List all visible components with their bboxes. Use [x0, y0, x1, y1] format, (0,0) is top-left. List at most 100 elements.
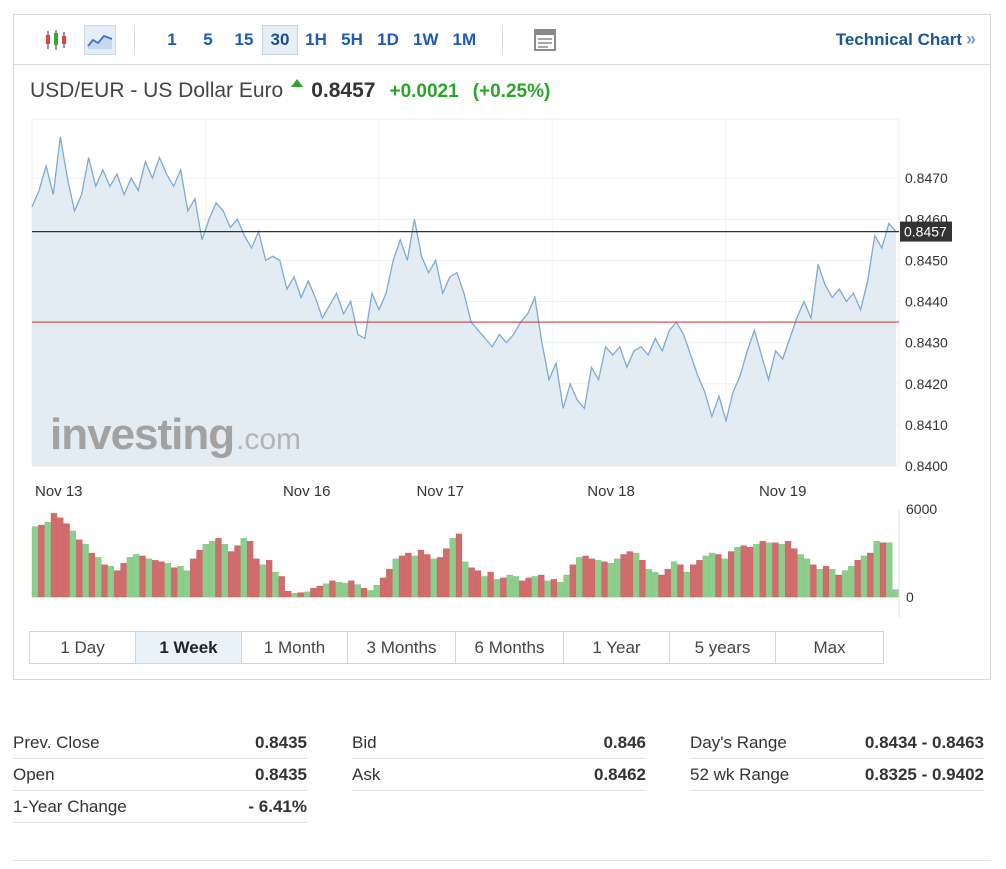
volume-bar [531, 576, 539, 598]
volume-bar [50, 513, 58, 598]
volume-bar [746, 546, 754, 598]
interval-1w[interactable]: 1W [413, 30, 439, 49]
volume-bar [360, 588, 368, 598]
volume-bar [784, 541, 792, 598]
volume-tick-label: 6000 [906, 501, 937, 517]
volume-bar [449, 538, 456, 598]
volume-bar [829, 568, 836, 598]
volume-bar [538, 574, 545, 598]
range-1-month[interactable]: 1 Month [242, 632, 348, 663]
y-tick-label: 0.8450 [905, 252, 948, 268]
volume-bar [588, 558, 595, 598]
volume-bar [101, 564, 108, 598]
volume-bar [500, 577, 507, 598]
volume-bar [633, 552, 640, 598]
range-3-months[interactable]: 3 Months [348, 632, 456, 663]
stat-label: Open [13, 764, 55, 784]
interval-30[interactable]: 30 [262, 25, 298, 55]
volume-bar [708, 552, 716, 598]
chart-toolbar: 1 5 15 30 1H 5H 1D 1W 1M Technical Chart» [14, 15, 990, 65]
volume-bar [88, 552, 96, 598]
volume-bar [879, 542, 887, 598]
volume-bar [481, 576, 488, 598]
volume-bar [645, 568, 652, 598]
volume-bar [303, 591, 311, 598]
stat-row: Open 0.8435 [13, 759, 307, 791]
last-price: 0.8457 [311, 79, 376, 102]
volume-bar [247, 541, 254, 598]
volume-bar [474, 570, 482, 598]
stat-value: 0.8434 - 0.8463 [864, 732, 984, 752]
stats-column-2: Bid 0.846 Ask 0.8462 [352, 727, 646, 791]
volume-bar [512, 576, 520, 598]
interval-15[interactable]: 15 [234, 30, 254, 49]
volume-bar [671, 561, 678, 598]
volume-bar [133, 554, 140, 598]
stat-value: - 6.41% [248, 796, 307, 816]
up-arrow-icon [291, 79, 304, 87]
interval-1[interactable]: 1 [167, 30, 177, 49]
volume-bar [614, 558, 621, 598]
volume-bar [519, 580, 526, 598]
y-tick-label: 0.8440 [905, 294, 948, 310]
price-change-percent: (+0.25%) [472, 81, 551, 102]
technical-chart-link[interactable]: Technical Chart» [836, 29, 976, 50]
interval-1m[interactable]: 1M [452, 30, 477, 49]
volume-bar [139, 555, 146, 598]
range-1-week[interactable]: 1 Week [136, 632, 242, 663]
range-5-years[interactable]: 5 years [670, 632, 776, 663]
stat-row: Prev. Close 0.8435 [13, 727, 307, 759]
stat-label: Prev. Close [13, 732, 100, 752]
stat-value: 0.8462 [594, 764, 646, 784]
volume-bar [322, 583, 330, 598]
volume-bar [392, 558, 399, 598]
volume-bar [759, 541, 766, 598]
interval-5h[interactable]: 5H [341, 30, 363, 49]
price-change: +0.0021 [389, 81, 459, 102]
volume-bar [316, 585, 323, 598]
pair-title: USD/EUR - US Dollar Euro [30, 79, 284, 102]
volume-bar [386, 568, 393, 598]
volume-bar [816, 568, 823, 598]
volume-bar [740, 545, 747, 598]
stat-row: 1-Year Change - 6.41% [13, 791, 307, 823]
candlestick-icon[interactable] [40, 25, 72, 55]
interval-1d[interactable]: 1D [377, 30, 399, 49]
stat-label: 1-Year Change [13, 796, 127, 816]
volume-bar [702, 555, 709, 598]
volume-bar [107, 566, 115, 598]
price-chart[interactable]: 0.84700.84600.84500.84400.84300.84200.84… [14, 15, 990, 627]
range-1-day[interactable]: 1 Day [30, 632, 136, 663]
x-tick-label: Nov 13 [35, 483, 83, 500]
volume-bar [329, 580, 336, 598]
volume-bar [120, 563, 127, 598]
range-max[interactable]: Max [813, 637, 846, 657]
volume-bar [82, 544, 89, 598]
volume-bar [398, 555, 406, 598]
divider [13, 860, 991, 861]
interval-1h[interactable]: 1H [305, 30, 327, 49]
area-chart-icon[interactable] [84, 25, 116, 55]
volume-tick-label: 0 [906, 589, 914, 605]
volume-bar [468, 567, 475, 598]
volume-bar [310, 588, 317, 598]
range-1-year[interactable]: 1 Year [564, 632, 670, 663]
volume-bar [417, 549, 425, 598]
volume-bar [259, 564, 266, 598]
volume-bar [291, 593, 298, 598]
volume-bar [278, 576, 285, 598]
volume-bar [462, 561, 469, 598]
volume-bar [348, 580, 355, 598]
volume-bar [430, 558, 437, 598]
volume-bar [835, 574, 842, 598]
volume-bar [848, 566, 855, 598]
stat-value: 0.8435 [255, 764, 307, 784]
stats-column-1: Prev. Close 0.8435 Open 0.8435 1-Year Change… [13, 727, 307, 823]
range-6-months[interactable]: 6 Months [456, 632, 564, 663]
volume-bar [164, 563, 171, 598]
layout-icon[interactable] [529, 25, 561, 55]
interval-5[interactable]: 5 [203, 30, 213, 49]
volume-bar [886, 542, 893, 598]
volume-bar [506, 574, 513, 598]
volume-bar [266, 560, 273, 598]
